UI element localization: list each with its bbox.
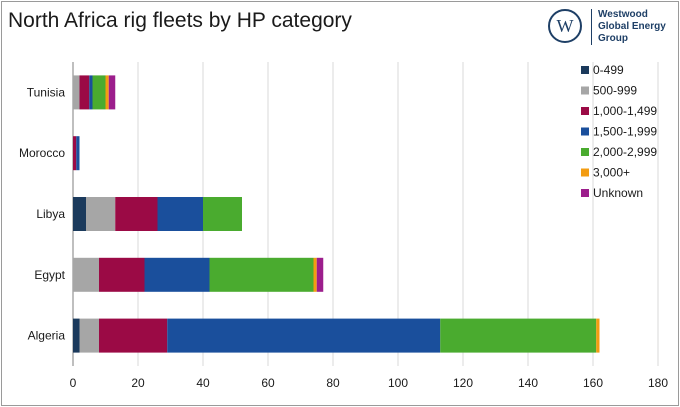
legend-swatch-4 bbox=[581, 148, 589, 156]
legend-label-0: 0-499 bbox=[593, 63, 624, 77]
bar-tunisia-series-3 bbox=[89, 75, 93, 110]
chart-title: North Africa rig fleets by HP category bbox=[8, 9, 352, 32]
x-tick-label: 180 bbox=[648, 376, 668, 390]
legend-label-3: 1,500-1,999 bbox=[593, 125, 657, 139]
logo-divider bbox=[591, 9, 592, 45]
x-tick-label: 40 bbox=[196, 376, 210, 390]
bar-algeria-series-5 bbox=[596, 318, 600, 353]
bar-egypt-series-1 bbox=[73, 257, 99, 292]
legend-swatch-2 bbox=[581, 107, 589, 115]
bar-egypt-series-2 bbox=[99, 257, 145, 292]
y-tick-label: Algeria bbox=[28, 329, 66, 343]
legend-swatch-6 bbox=[581, 189, 589, 197]
y-tick-label: Egypt bbox=[34, 268, 65, 282]
bar-libya-series-3 bbox=[157, 197, 203, 231]
bar-tunisia-series-5 bbox=[105, 75, 109, 110]
logo-wordmark: Westwood Global Energy Group bbox=[598, 9, 676, 45]
legend-label-2: 1,000-1,499 bbox=[593, 104, 657, 118]
bar-egypt-series-6 bbox=[316, 257, 324, 292]
legend-label-6: Unknown bbox=[593, 186, 643, 200]
x-tick-label: 140 bbox=[518, 376, 538, 390]
bar-algeria-series-3 bbox=[167, 318, 441, 353]
x-tick-label: 160 bbox=[583, 376, 603, 390]
bar-tunisia-series-4 bbox=[92, 75, 106, 110]
bar-algeria-series-4 bbox=[440, 318, 597, 353]
x-tick-label: 80 bbox=[326, 376, 340, 390]
logo-line-2: Global Energy bbox=[598, 21, 666, 32]
bar-algeria-series-2 bbox=[99, 318, 168, 353]
y-tick-label: Morocco bbox=[19, 146, 65, 160]
bar-tunisia-series-2 bbox=[79, 75, 90, 110]
legend-label-5: 3,000+ bbox=[593, 166, 630, 180]
x-tick-label: 120 bbox=[453, 376, 473, 390]
legend-label-1: 500-999 bbox=[593, 84, 637, 98]
bar-egypt-series-3 bbox=[144, 257, 210, 292]
bar-morocco-series-3 bbox=[76, 136, 80, 171]
bar-libya-series-4 bbox=[203, 197, 242, 231]
x-tick-label: 100 bbox=[388, 376, 408, 390]
legend-swatch-0 bbox=[581, 66, 589, 74]
logo-line-3: Group bbox=[598, 33, 628, 44]
bar-tunisia-series-1 bbox=[73, 75, 80, 110]
logo-mark: W bbox=[556, 16, 574, 36]
logo-line-1: Westwood bbox=[598, 9, 648, 20]
bar-egypt-series-4 bbox=[209, 257, 314, 292]
y-tick-label: Libya bbox=[36, 207, 65, 221]
bar-egypt-series-5 bbox=[313, 257, 317, 292]
bar-tunisia-series-6 bbox=[108, 75, 116, 110]
bar-libya-series-1 bbox=[86, 197, 116, 231]
westwood-logo-icon: W bbox=[548, 9, 582, 43]
bar-algeria-series-1 bbox=[79, 318, 99, 353]
legend-label-4: 2,000-2,999 bbox=[593, 145, 657, 159]
y-tick-label: Tunisia bbox=[27, 85, 66, 99]
bar-libya-series-2 bbox=[115, 197, 158, 231]
x-tick-label: 20 bbox=[131, 376, 145, 390]
legend-swatch-3 bbox=[581, 127, 589, 136]
x-tick-label: 0 bbox=[70, 376, 77, 390]
bar-algeria-series-0 bbox=[73, 318, 80, 353]
bar-morocco-series-2 bbox=[73, 136, 77, 171]
bar-libya-series-0 bbox=[73, 197, 86, 231]
x-tick-label: 60 bbox=[261, 376, 275, 390]
legend-swatch-5 bbox=[581, 168, 589, 177]
legend-swatch-1 bbox=[581, 86, 589, 95]
